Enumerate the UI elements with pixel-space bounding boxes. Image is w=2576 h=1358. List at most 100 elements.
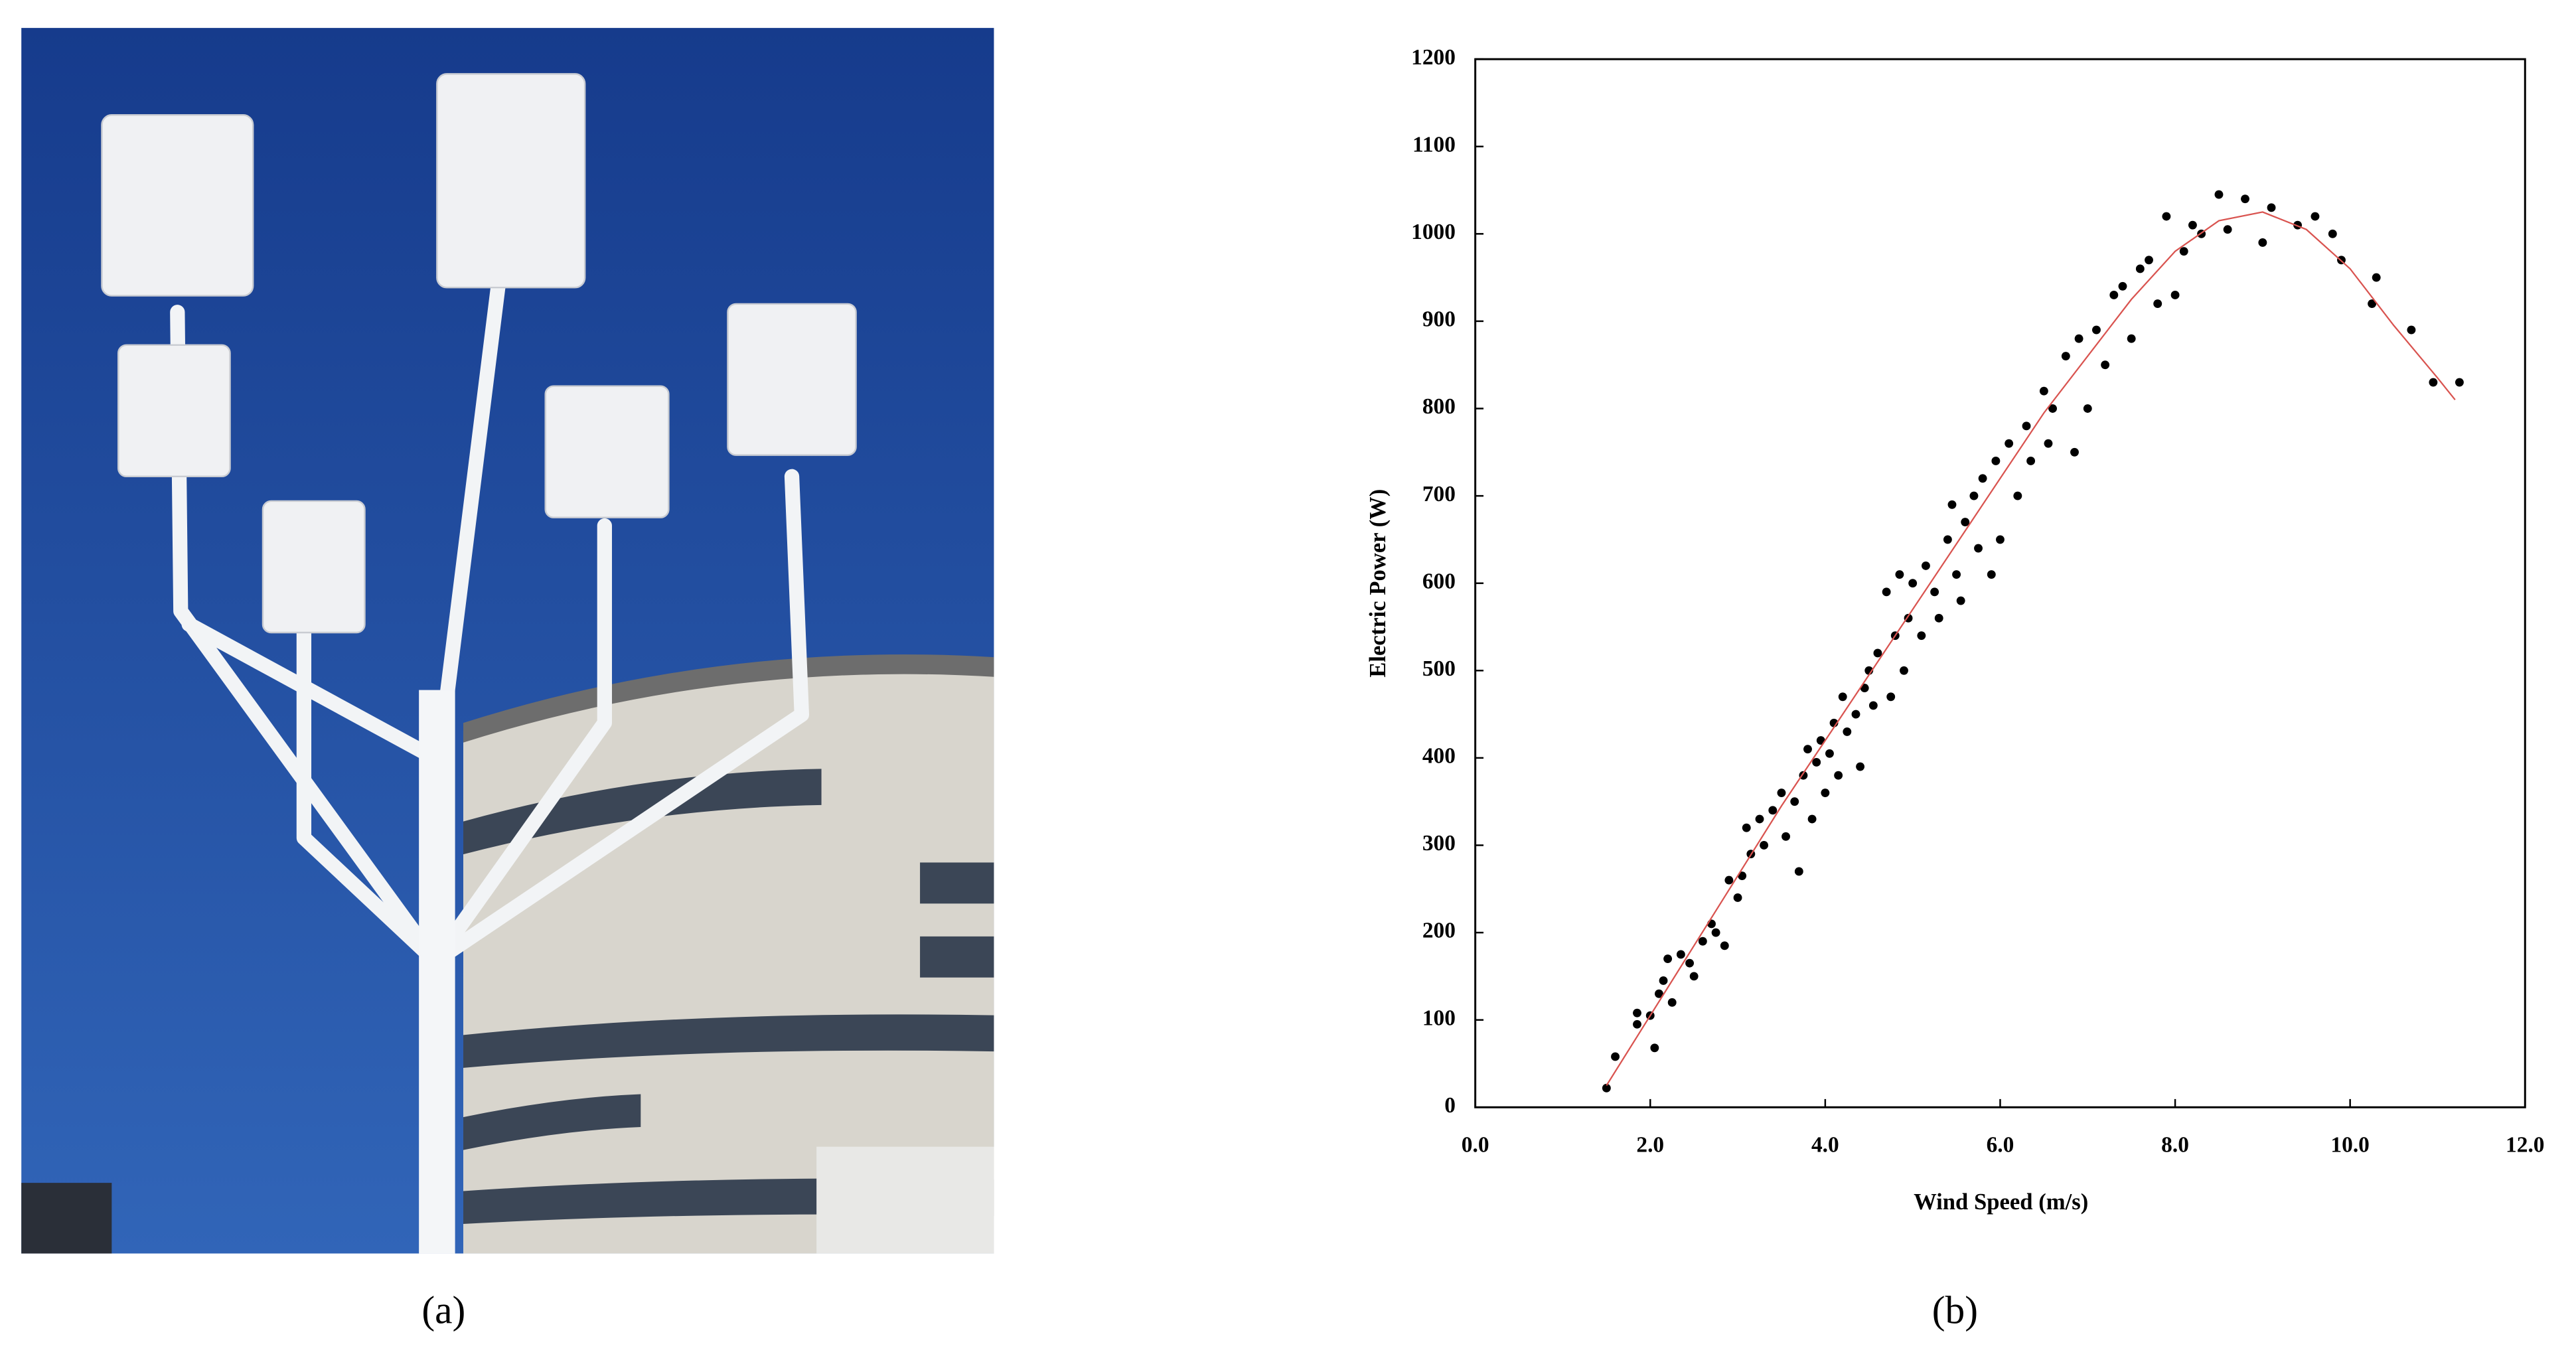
- plot-frame: [1474, 58, 2526, 1108]
- data-point: [1834, 771, 1843, 780]
- data-point: [1930, 587, 1939, 597]
- y-tick-label: 600: [1422, 569, 1456, 593]
- data-point: [1733, 893, 1742, 902]
- data-point: [1978, 474, 1987, 483]
- data-point: [1720, 941, 1729, 950]
- data-point: [1698, 937, 1707, 946]
- data-point: [1868, 701, 1878, 710]
- y-tick-label: 700: [1422, 482, 1456, 506]
- caption: (a): [421, 1288, 465, 1332]
- data-point: [2429, 378, 2438, 387]
- data-point: [1991, 457, 2001, 465]
- data-point: [2013, 491, 2022, 500]
- data-point: [1961, 518, 1970, 527]
- data-point: [2048, 404, 2057, 413]
- data-point: [2044, 439, 2053, 448]
- data-point: [2070, 447, 2079, 457]
- data-point: [1790, 797, 1799, 806]
- data-point: [1663, 954, 1673, 963]
- data-point: [1956, 596, 1965, 605]
- data-point: [1659, 976, 1668, 985]
- data-point: [2311, 212, 2320, 221]
- y-tick-label: 300: [1422, 831, 1456, 856]
- data-point: [2109, 291, 2119, 299]
- data-point: [1987, 570, 1996, 579]
- x-tick-label: 8.0: [2161, 1132, 2189, 1157]
- data-point: [2061, 352, 2070, 360]
- data-point: [1760, 841, 1769, 850]
- caption: (b): [1932, 1288, 1978, 1332]
- data-point: [2223, 225, 2232, 234]
- x-tick-label: 6.0: [1987, 1132, 2014, 1157]
- data-point: [2162, 212, 2171, 221]
- x-tick-label: 2.0: [1636, 1132, 1664, 1157]
- data-point: [1633, 1019, 1641, 1029]
- data-point: [1777, 789, 1786, 797]
- data-point: [1738, 871, 1747, 880]
- data-point: [2022, 421, 2031, 431]
- y-tick-label: 400: [1422, 744, 1456, 769]
- data-point: [1807, 814, 1817, 824]
- data-point: [1650, 1043, 1659, 1053]
- data-point: [2145, 256, 2153, 265]
- data-point: [2170, 291, 2180, 299]
- data-point: [1838, 692, 1847, 702]
- data-point: [1633, 1008, 1641, 1018]
- data-point: [2101, 360, 2110, 370]
- data-point: [1755, 814, 1764, 824]
- data-point: [1873, 648, 1882, 658]
- y-tick-label: 500: [1422, 656, 1456, 681]
- data-point: [1803, 745, 1812, 754]
- y-tick-label: 200: [1422, 919, 1456, 943]
- data-point: [2092, 325, 2101, 335]
- data-point: [2368, 299, 2377, 309]
- data-point: [1917, 631, 1926, 641]
- data-point: [1812, 758, 1821, 767]
- data-point: [2039, 386, 2048, 396]
- data-point: [1886, 692, 1896, 702]
- data-point: [2267, 203, 2276, 212]
- y-tick-label: 100: [1422, 1006, 1456, 1030]
- data-point: [1689, 972, 1699, 981]
- data-point: [1768, 806, 1778, 815]
- data-point: [2455, 378, 2464, 387]
- data-point: [1711, 928, 1720, 937]
- data-point: [1821, 789, 1830, 797]
- data-point: [2118, 281, 2127, 291]
- y-tick-label: 1100: [1412, 132, 1456, 157]
- data-point: [1781, 832, 1790, 841]
- data-point: [1908, 579, 1918, 588]
- data-point: [2407, 325, 2416, 335]
- data-point: [1882, 587, 1891, 597]
- data-point: [2372, 273, 2381, 282]
- data-point: [2179, 247, 2188, 256]
- y-tick-label: 800: [1422, 394, 1456, 419]
- x-tick-label: 10.0: [2330, 1132, 2369, 1157]
- y-tick-label: 0: [1444, 1093, 1456, 1118]
- x-tick-label: 4.0: [1811, 1132, 1839, 1157]
- data-point: [1611, 1052, 1620, 1061]
- data-point: [1922, 561, 1930, 570]
- data-point: [2074, 334, 2084, 343]
- trend-line: [1606, 211, 2456, 1086]
- data-point: [1794, 867, 1803, 876]
- data-point: [1895, 570, 1904, 579]
- data-point: [1969, 491, 1979, 500]
- data-point: [1676, 950, 1685, 959]
- data-point: [1856, 762, 1865, 771]
- data-point: [2135, 264, 2145, 273]
- data-point: [2127, 334, 2136, 343]
- data-point: [1685, 958, 1695, 968]
- data-point: [2153, 299, 2162, 309]
- data-point: [1900, 666, 1908, 675]
- data-point: [1667, 998, 1677, 1007]
- data-point: [1825, 749, 1834, 758]
- data-point: [1655, 989, 1663, 998]
- data-point: [1947, 500, 1957, 509]
- y-tick-label: 1200: [1411, 45, 1456, 70]
- x-tick-label: 12.0: [2506, 1132, 2544, 1157]
- data-point: [1952, 570, 1961, 579]
- data-point: [2328, 229, 2337, 238]
- data-point: [2188, 220, 2197, 230]
